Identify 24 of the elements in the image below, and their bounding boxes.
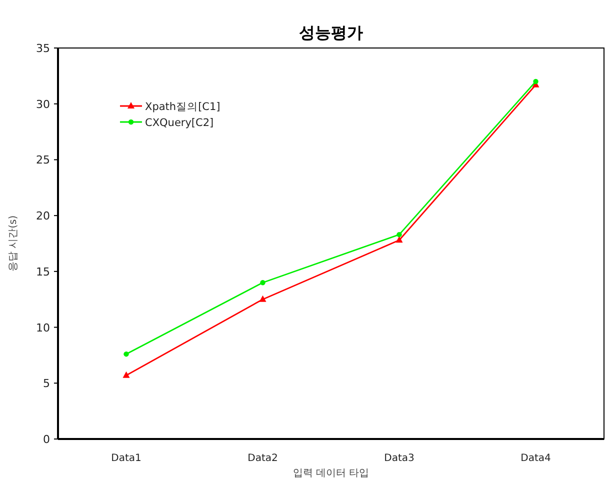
y-tick-label: 20 — [36, 210, 50, 223]
chart-title: 성능평가 — [299, 23, 363, 42]
point — [259, 295, 266, 302]
legend-label: CXQuery[C2] — [145, 117, 214, 129]
y-tick-label: 35 — [36, 42, 50, 55]
legend-label: Xpath질의[C1] — [145, 101, 220, 113]
y-tick-label: 25 — [36, 154, 50, 167]
point — [122, 371, 130, 378]
y-axis-title: 응답 시간(s) — [8, 215, 19, 272]
y-tick-label: 15 — [36, 265, 50, 278]
point — [124, 351, 129, 357]
point — [396, 232, 402, 238]
x-axis-title: 입력 데이터 타입 — [292, 468, 370, 479]
x-tick-label: Data2 — [248, 453, 278, 464]
point — [533, 78, 538, 84]
point — [260, 280, 266, 286]
x-tick-label: Data1 — [111, 453, 142, 464]
x-tick-label: Data3 — [384, 453, 414, 464]
y-tick-label: 5 — [43, 377, 50, 390]
y-tick-label: 30 — [36, 98, 50, 111]
y-tick-label: 10 — [36, 321, 50, 334]
x-tick-label: Data4 — [520, 453, 551, 464]
y-tick-label: 0 — [43, 433, 50, 446]
point — [396, 236, 403, 243]
